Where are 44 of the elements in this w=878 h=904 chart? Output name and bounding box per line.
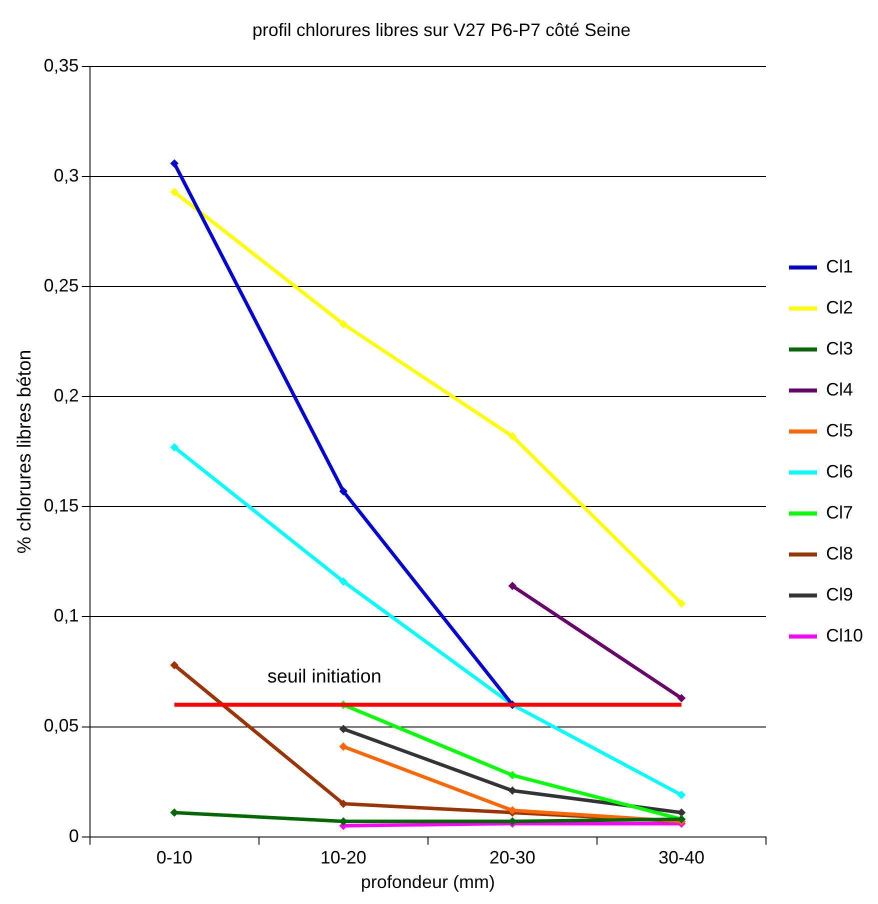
x-tick-label: 10-20 [320, 848, 366, 868]
point [339, 800, 348, 808]
point [508, 432, 516, 440]
legend-label: Cl4 [826, 379, 853, 400]
point [508, 582, 516, 590]
legend-label: Cl6 [826, 461, 853, 482]
y-tick-label: 0,1 [54, 606, 79, 626]
y-tick-label: 0,05 [44, 716, 79, 736]
y-tick-label: 0,3 [54, 166, 79, 186]
point [339, 724, 348, 733]
y-tick-label: 0,15 [44, 496, 79, 516]
point [339, 487, 348, 496]
point [508, 771, 516, 780]
point [339, 578, 348, 586]
legend-label: Cl10 [826, 625, 864, 646]
point [170, 159, 178, 168]
legend-label: Cl8 [826, 543, 853, 564]
x-tick-label: 30-40 [658, 848, 704, 868]
point [339, 320, 348, 328]
point [170, 661, 178, 670]
ref-line-label: seuil initiation [267, 666, 382, 688]
y-tick-label: 0,25 [44, 276, 79, 296]
x-tick-label: 0-10 [156, 848, 192, 868]
point [677, 790, 686, 799]
legend-label: Cl1 [826, 256, 853, 276]
y-tick-label: 0,2 [54, 386, 79, 406]
y-axis-title: % chlorures libres béton [14, 350, 36, 554]
legend-label: Cl9 [826, 584, 853, 604]
point [508, 786, 516, 795]
y-tick-label: 0 [68, 826, 79, 846]
point [677, 694, 686, 702]
point [170, 443, 178, 452]
legend-label: Cl5 [826, 420, 853, 440]
x-tick-label: 20-30 [489, 848, 536, 868]
x-axis-title: profondeur (mm) [360, 872, 495, 892]
point [170, 188, 178, 196]
point [339, 742, 348, 751]
legend-label: Cl7 [826, 502, 853, 522]
y-tick-label: 0,35 [44, 56, 79, 76]
chart-title: profil chlorures libres sur V27 P6-P7 côté Seine [252, 20, 631, 40]
point [508, 806, 516, 814]
legend-label: Cl2 [826, 297, 853, 318]
legend-label: Cl3 [826, 338, 853, 358]
point [677, 600, 686, 608]
